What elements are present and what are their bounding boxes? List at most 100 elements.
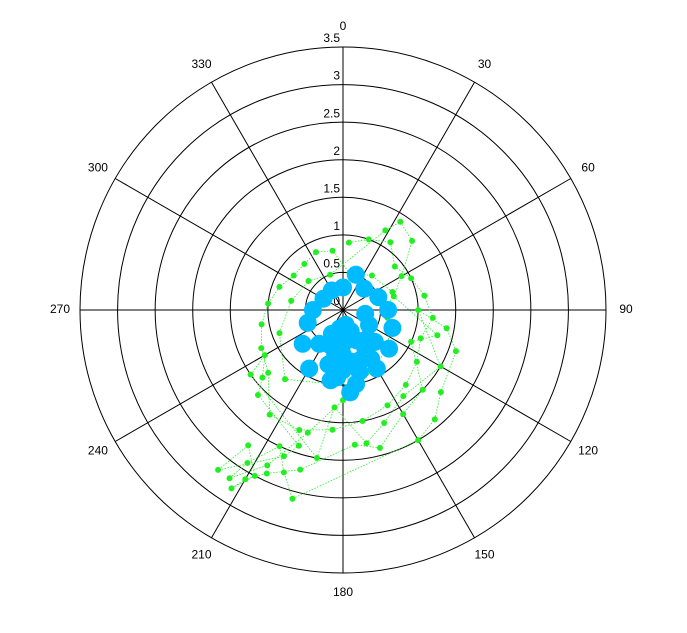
point [334, 334, 352, 353]
theta-tick-label: 240 [88, 444, 108, 458]
theta-tick-label: 300 [88, 161, 108, 175]
point [452, 348, 459, 355]
point [369, 288, 388, 307]
point [280, 453, 287, 460]
point [328, 368, 347, 387]
theta-tick-label: 90 [619, 302, 633, 316]
point [304, 429, 311, 436]
point [263, 470, 270, 477]
point [300, 359, 319, 378]
point [391, 263, 398, 270]
grid-spoke [342, 81, 475, 311]
point [341, 383, 360, 402]
point [329, 426, 336, 433]
r-tick-label: 1 [333, 219, 340, 233]
point [295, 442, 302, 449]
point [254, 392, 261, 399]
point [280, 469, 287, 476]
point [400, 393, 407, 400]
r-tick-label: 2 [333, 144, 340, 158]
point [310, 334, 329, 353]
point [276, 283, 283, 290]
point [266, 411, 273, 418]
point [429, 314, 436, 321]
point [415, 437, 422, 444]
point [258, 321, 265, 328]
theta-tick-label: 120 [578, 444, 598, 458]
point [400, 411, 407, 418]
series [293, 265, 402, 402]
point [247, 371, 254, 378]
point [226, 475, 233, 482]
point [346, 265, 365, 284]
point [379, 301, 398, 319]
point [259, 374, 266, 381]
point [382, 227, 389, 234]
point [258, 345, 265, 352]
r-tick-label: 0 [333, 294, 340, 308]
point [417, 335, 424, 342]
theta-tick-label: 150 [474, 547, 494, 561]
point [368, 272, 375, 279]
point [343, 352, 362, 371]
point [363, 440, 370, 447]
point [381, 419, 388, 426]
point [356, 304, 375, 323]
point [437, 363, 444, 370]
point [390, 293, 397, 300]
point [362, 349, 381, 368]
point [327, 271, 334, 278]
point [408, 338, 415, 345]
theta-tick-label: 0 [340, 19, 347, 33]
point [397, 218, 404, 225]
point [415, 307, 422, 313]
point [282, 376, 289, 383]
theta-tick-label: 180 [333, 585, 353, 599]
point [297, 466, 304, 473]
point [261, 352, 268, 359]
theta-tick-label: 30 [478, 57, 492, 71]
point [242, 476, 249, 483]
grid-spoke [342, 309, 572, 442]
point [276, 330, 283, 337]
point [296, 427, 303, 434]
point [305, 278, 312, 285]
point [276, 443, 283, 450]
point [413, 358, 420, 365]
grid-spoke [114, 178, 344, 311]
point [301, 260, 308, 267]
r-tick-label: 3 [333, 69, 340, 83]
point [384, 402, 391, 409]
point [402, 381, 409, 388]
point [365, 236, 372, 243]
point [355, 279, 374, 298]
point [289, 495, 296, 502]
point [293, 334, 312, 353]
point [387, 239, 394, 246]
point [329, 247, 336, 254]
point [419, 386, 426, 393]
point [288, 297, 295, 304]
point [408, 275, 415, 282]
point [383, 318, 402, 337]
grid-spoke [342, 178, 572, 311]
theta-tick-label: 60 [581, 161, 595, 175]
point [434, 332, 441, 339]
point [251, 472, 258, 479]
point [264, 462, 271, 469]
theta-tick-label: 210 [191, 547, 211, 561]
series [215, 218, 459, 502]
point [290, 272, 297, 279]
point [215, 466, 222, 473]
point [359, 418, 366, 425]
point [365, 332, 384, 351]
point [421, 292, 428, 299]
r-tick-label: 1.5 [323, 181, 340, 195]
point [409, 237, 416, 244]
point [265, 300, 272, 307]
point [303, 301, 322, 319]
grid-spoke [211, 81, 344, 311]
r-tick-label: 3.5 [323, 31, 340, 45]
theta-tick-label: 330 [191, 57, 211, 71]
